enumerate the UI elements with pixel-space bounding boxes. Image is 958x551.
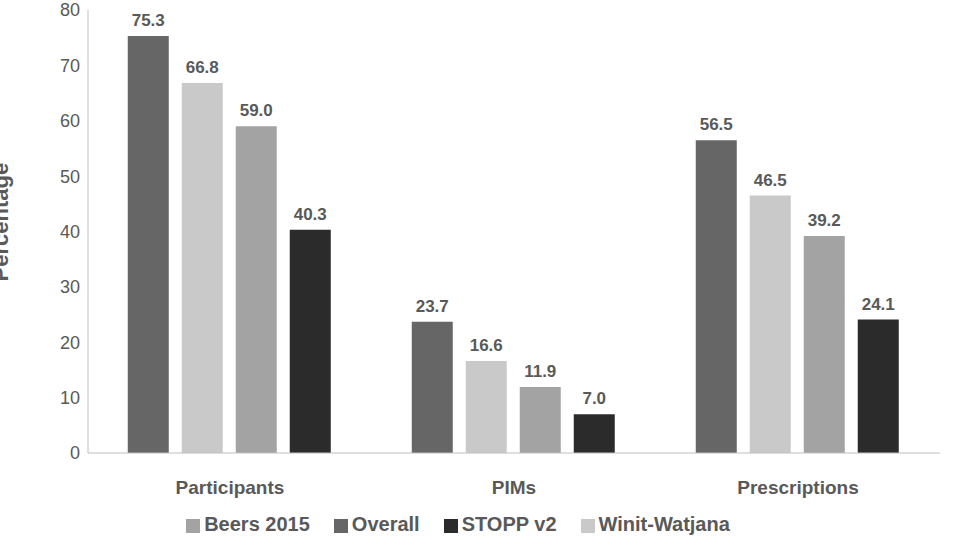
svg-text:59.0: 59.0 [240,101,273,120]
svg-text:80: 80 [60,0,80,20]
svg-text:40.3: 40.3 [294,205,327,224]
svg-text:60: 60 [60,111,80,131]
html-text:Overall: Overall [351,513,420,535]
svg-text:Participants: Participants [176,477,285,498]
svg-text:23.7: 23.7 [416,297,449,316]
svg-text:40: 40 [60,222,80,242]
svg-text:PIMs: PIMs [492,477,536,498]
svg-text:30: 30 [60,277,80,297]
svg-text:66.8: 66.8 [186,58,219,77]
svg-text:0: 0 [70,443,80,463]
svg-text:50: 50 [60,167,80,187]
svg-text:39.2: 39.2 [808,211,841,230]
svg-text:10: 10 [60,388,80,408]
html-text:STOPP v2: STOPP v2 [461,513,557,535]
svg-text:Percentage: Percentage [8,163,13,282]
svg-text:75.3: 75.3 [132,11,165,30]
html-text:Beers 2015: Beers 2015 [204,513,310,535]
svg-text:70: 70 [60,56,80,76]
svg-text:20: 20 [60,333,80,353]
svg-text:16.6: 16.6 [470,336,503,355]
svg-text:11.9: 11.9 [524,362,556,381]
svg-text:56.5: 56.5 [700,115,733,134]
svg-text:Prescriptions: Prescriptions [737,477,858,498]
svg-text:46.5: 46.5 [754,171,787,190]
svg-text:7.0: 7.0 [582,389,606,408]
svg-text:24.1: 24.1 [862,295,895,314]
html-text:Winit-Watjana: Winit-Watjana [598,513,730,535]
